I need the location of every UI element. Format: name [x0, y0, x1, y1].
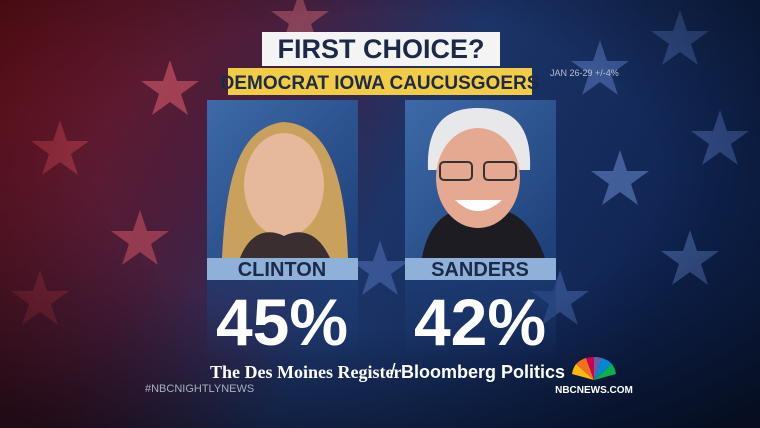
glasses-right	[483, 161, 517, 181]
vote-share: 42%	[414, 285, 546, 359]
candidate-clinton: CLINTON 45%	[207, 100, 358, 360]
network: NBCNEWS.COM	[555, 385, 633, 396]
share-panel	[405, 280, 556, 360]
source-separator: /	[390, 361, 396, 383]
face	[244, 133, 324, 237]
smile	[455, 200, 502, 211]
subtitle: DEMOCRAT IOWA CAUCUSGOERS	[221, 73, 540, 94]
date-note: JAN 26-29 +/-4%	[550, 68, 619, 78]
name-bar	[405, 258, 556, 280]
vote-share: 45%	[216, 285, 348, 359]
name-bar	[207, 258, 358, 280]
candidate-name: CLINTON	[238, 259, 327, 281]
nbc-logo	[572, 356, 616, 380]
jacket	[422, 208, 545, 258]
source-register: The Des Moines Register	[210, 362, 401, 382]
jacket	[240, 232, 330, 258]
glasses-left	[439, 161, 473, 181]
title: FIRST CHOICE?	[278, 34, 485, 64]
share-panel	[207, 280, 358, 360]
candidate-sanders: SANDERS 42%	[405, 100, 556, 360]
subtitle-box	[228, 68, 532, 95]
face	[436, 128, 520, 228]
title-box	[262, 32, 500, 66]
hashtag: #NBCNIGHTLYNEWS	[145, 383, 254, 395]
candidate-name: SANDERS	[431, 259, 529, 281]
source-bloomberg: Bloomberg Politics	[401, 362, 565, 382]
